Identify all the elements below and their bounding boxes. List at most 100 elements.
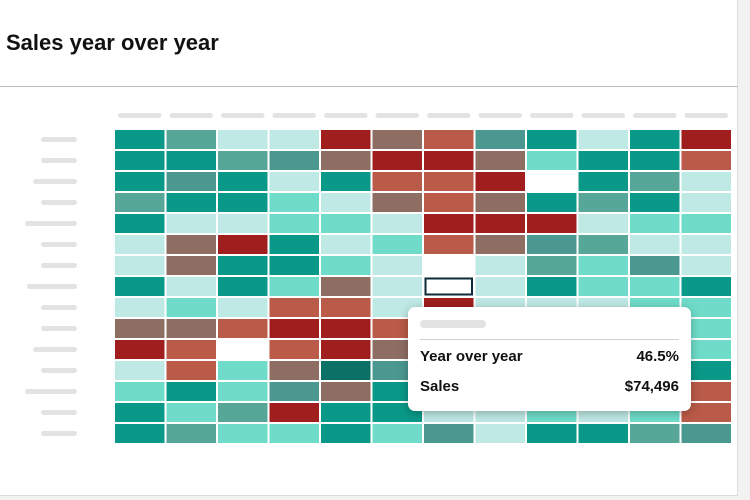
heatmap-cell[interactable]: [424, 424, 474, 443]
heatmap-cell[interactable]: [681, 130, 732, 149]
heatmap-cell[interactable]: [372, 235, 423, 254]
heatmap-cell[interactable]: [115, 361, 165, 380]
heatmap-cell[interactable]: [578, 235, 629, 254]
heatmap-cell[interactable]: [321, 214, 371, 233]
heatmap-cell[interactable]: [578, 277, 629, 296]
heatmap-cell[interactable]: [218, 130, 268, 149]
heatmap-cell[interactable]: [630, 277, 680, 296]
heatmap-cell[interactable]: [424, 193, 474, 212]
heatmap-cell[interactable]: [630, 130, 680, 149]
heatmap-cell[interactable]: [115, 172, 165, 191]
heatmap-cell[interactable]: [527, 277, 577, 296]
heatmap-cell[interactable]: [321, 298, 371, 317]
heatmap-cell[interactable]: [475, 193, 526, 212]
heatmap-cell[interactable]: [578, 214, 629, 233]
heatmap-cell[interactable]: [218, 340, 268, 359]
heatmap-cell[interactable]: [681, 403, 732, 422]
heatmap-cell[interactable]: [475, 277, 526, 296]
heatmap-cell[interactable]: [475, 151, 526, 170]
heatmap-cell[interactable]: [166, 319, 217, 338]
heatmap-cell[interactable]: [630, 214, 680, 233]
heatmap-cell[interactable]: [269, 256, 320, 275]
heatmap-cell[interactable]: [681, 424, 732, 443]
heatmap-cell[interactable]: [424, 256, 474, 275]
heatmap-cell[interactable]: [630, 235, 680, 254]
heatmap-cell[interactable]: [115, 319, 165, 338]
heatmap-cell[interactable]: [218, 214, 268, 233]
heatmap-cell[interactable]: [218, 256, 268, 275]
heatmap-cell[interactable]: [218, 151, 268, 170]
heatmap-cell[interactable]: [115, 403, 165, 422]
heatmap-cell[interactable]: [218, 193, 268, 212]
heatmap-cell[interactable]: [681, 382, 732, 401]
heatmap-cell[interactable]: [681, 151, 732, 170]
heatmap-cell[interactable]: [218, 277, 268, 296]
heatmap-cell[interactable]: [166, 172, 217, 191]
heatmap-cell[interactable]: [321, 256, 371, 275]
heatmap-cell[interactable]: [321, 424, 371, 443]
heatmap-cell[interactable]: [630, 151, 680, 170]
heatmap-cell[interactable]: [269, 130, 320, 149]
heatmap-cell[interactable]: [681, 277, 732, 296]
heatmap-cell[interactable]: [424, 172, 474, 191]
heatmap-cell[interactable]: [269, 319, 320, 338]
heatmap-cell[interactable]: [475, 172, 526, 191]
heatmap-cell[interactable]: [269, 235, 320, 254]
heatmap-cell[interactable]: [166, 403, 217, 422]
heatmap-cell[interactable]: [269, 424, 320, 443]
heatmap-cell[interactable]: [218, 382, 268, 401]
heatmap-cell[interactable]: [321, 193, 371, 212]
heatmap-cell[interactable]: [475, 214, 526, 233]
heatmap-cell[interactable]: [218, 235, 268, 254]
heatmap-cell[interactable]: [527, 151, 577, 170]
heatmap-cell[interactable]: [115, 424, 165, 443]
heatmap-cell[interactable]: [372, 130, 423, 149]
heatmap-cell[interactable]: [578, 424, 629, 443]
heatmap-cell[interactable]: [578, 172, 629, 191]
heatmap-cell[interactable]: [372, 256, 423, 275]
heatmap-cell[interactable]: [115, 214, 165, 233]
heatmap-cell[interactable]: [115, 235, 165, 254]
heatmap-cell[interactable]: [269, 151, 320, 170]
heatmap-cell[interactable]: [115, 130, 165, 149]
heatmap-cell[interactable]: [424, 214, 474, 233]
heatmap-cell[interactable]: [269, 361, 320, 380]
heatmap-cell[interactable]: [681, 361, 732, 380]
heatmap-cell[interactable]: [321, 235, 371, 254]
heatmap-cell[interactable]: [681, 193, 732, 212]
heatmap-cell[interactable]: [321, 361, 371, 380]
heatmap-cell[interactable]: [269, 214, 320, 233]
heatmap-cell[interactable]: [269, 298, 320, 317]
heatmap-cell[interactable]: [475, 256, 526, 275]
heatmap-cell[interactable]: [115, 277, 165, 296]
heatmap-cell[interactable]: [166, 256, 217, 275]
heatmap-cell[interactable]: [166, 382, 217, 401]
heatmap-cell[interactable]: [475, 235, 526, 254]
heatmap-cell[interactable]: [166, 340, 217, 359]
heatmap-cell[interactable]: [475, 424, 526, 443]
heatmap-cell[interactable]: [475, 130, 526, 149]
heatmap-cell[interactable]: [527, 193, 577, 212]
heatmap-cell[interactable]: [321, 319, 371, 338]
heatmap-cell[interactable]: [218, 319, 268, 338]
heatmap-cell[interactable]: [424, 130, 474, 149]
heatmap-cell[interactable]: [166, 235, 217, 254]
heatmap-cell[interactable]: [527, 214, 577, 233]
heatmap-cell[interactable]: [321, 151, 371, 170]
heatmap-cell[interactable]: [269, 277, 320, 296]
heatmap-cell[interactable]: [166, 151, 217, 170]
heatmap-cell[interactable]: [527, 256, 577, 275]
heatmap-cell[interactable]: [372, 193, 423, 212]
heatmap-cell[interactable]: [115, 382, 165, 401]
heatmap-cell[interactable]: [321, 130, 371, 149]
heatmap-cell[interactable]: [424, 277, 474, 296]
heatmap-cell[interactable]: [218, 172, 268, 191]
heatmap-cell[interactable]: [681, 340, 732, 359]
heatmap-cell[interactable]: [115, 298, 165, 317]
heatmap-cell[interactable]: [321, 277, 371, 296]
heatmap-cell[interactable]: [166, 193, 217, 212]
heatmap-cell[interactable]: [578, 256, 629, 275]
heatmap-cell[interactable]: [269, 403, 320, 422]
heatmap-cell[interactable]: [372, 151, 423, 170]
heatmap-cell[interactable]: [218, 424, 268, 443]
